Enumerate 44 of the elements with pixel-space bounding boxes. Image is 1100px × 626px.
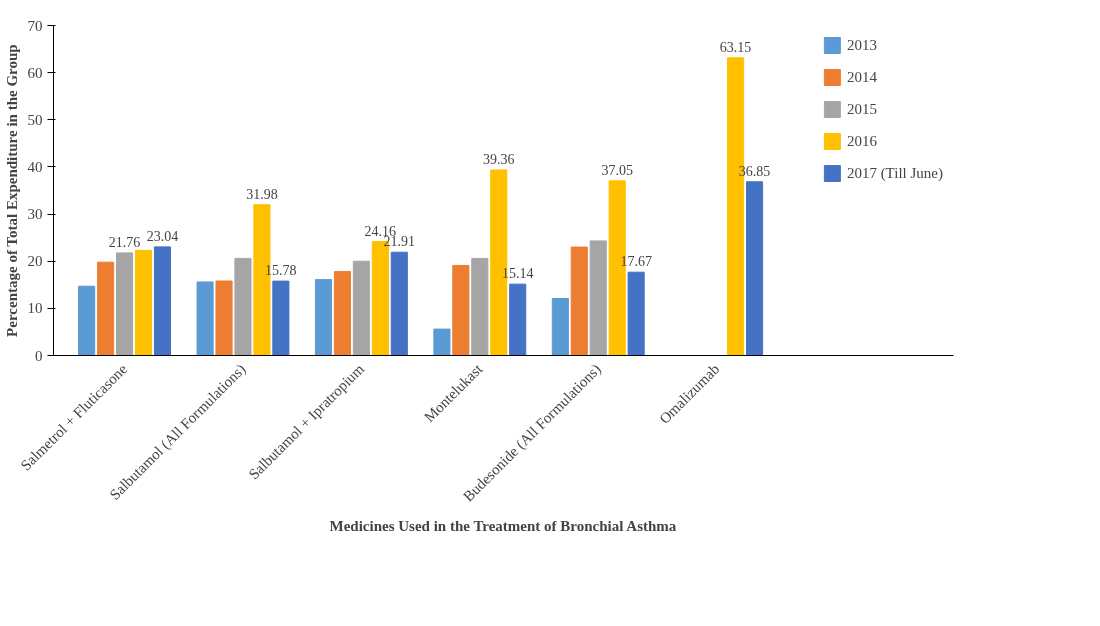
bar xyxy=(134,249,153,356)
x-axis-title: Medicines Used in the Treatment of Bronchial Asthma xyxy=(329,518,677,535)
data-label: 31.98 xyxy=(246,186,278,202)
legend-label: 2016 xyxy=(846,132,877,150)
data-label: 21.91 xyxy=(383,234,416,250)
data-label: 23.04 xyxy=(146,228,179,244)
data-label: 21.76 xyxy=(108,234,141,250)
legend-label: 2013 xyxy=(846,36,877,54)
y-tick-label: 10 xyxy=(27,300,43,317)
bar xyxy=(234,257,252,356)
data-label: 63.15 xyxy=(719,39,752,55)
bar xyxy=(589,240,607,356)
bar xyxy=(551,297,569,356)
bar xyxy=(97,261,115,356)
y-tick-label: 70 xyxy=(27,17,43,34)
bar xyxy=(116,252,134,356)
legend-label: 2015 xyxy=(846,100,877,118)
y-tick-label: 0 xyxy=(35,347,43,364)
bar xyxy=(153,246,171,356)
data-label: 37.05 xyxy=(601,162,633,178)
bar xyxy=(314,279,333,356)
bar xyxy=(215,280,233,356)
bar xyxy=(471,257,489,356)
bar xyxy=(78,285,96,356)
legend-label: 2014 xyxy=(846,68,877,86)
bar xyxy=(452,264,470,356)
y-tick-label: 60 xyxy=(27,64,43,81)
bar xyxy=(746,181,764,356)
bar xyxy=(390,251,408,356)
bar xyxy=(333,271,351,356)
bar xyxy=(509,283,527,356)
y-tick-label: 30 xyxy=(27,206,43,223)
bar xyxy=(433,328,451,356)
bar xyxy=(627,271,645,356)
bar xyxy=(196,281,214,356)
y-axis-title: Percentage of Total Expenditure in the Group xyxy=(3,44,20,337)
y-tick-label: 20 xyxy=(27,253,43,270)
legend-label: 2017 (Till June) xyxy=(846,164,943,182)
y-tick-label: 40 xyxy=(27,158,43,175)
bar xyxy=(352,260,370,356)
bar xyxy=(272,280,290,356)
bar xyxy=(570,246,588,356)
y-tick-label: 50 xyxy=(27,111,43,128)
data-label: 39.36 xyxy=(483,151,515,167)
